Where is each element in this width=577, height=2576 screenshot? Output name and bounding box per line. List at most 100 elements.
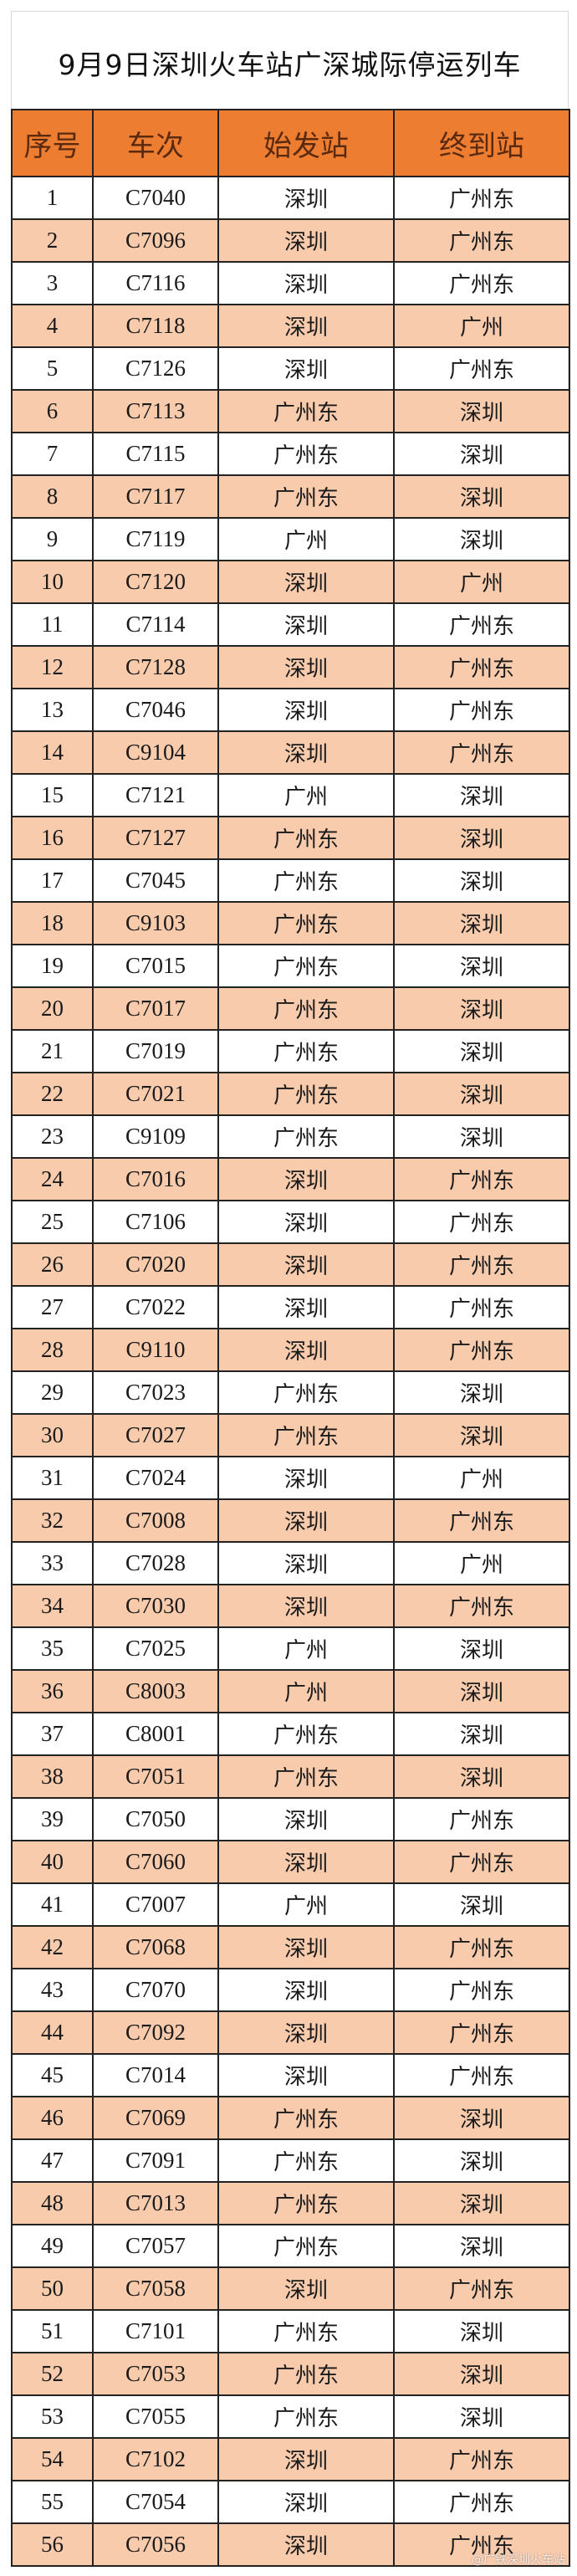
cell-origin-station: 深圳	[217, 346, 395, 391]
table-row: 12 C7128 深圳 广州东	[11, 645, 570, 689]
cell-index: 36	[11, 1669, 94, 1713]
table-row: 8 C7117 广州东 深圳	[11, 474, 570, 519]
cell-train-number: C7022	[92, 1285, 219, 1329]
cell-index: 6	[11, 389, 94, 433]
cell-index: 37	[11, 1712, 94, 1756]
cell-index: 56	[11, 2522, 94, 2567]
cell-train-number: C7106	[92, 1200, 219, 1244]
cell-train-number: C7057	[92, 2224, 219, 2268]
table-row: 47 C7091 广州东 深圳	[11, 2138, 570, 2183]
table-row: 25 C7106 深圳 广州东	[11, 1200, 570, 1244]
cell-origin-station: 深圳	[217, 1925, 395, 1969]
cell-origin-station: 广州东	[217, 1114, 395, 1159]
cell-terminal-station: 广州东	[393, 176, 570, 220]
cell-index: 52	[11, 2352, 94, 2396]
cell-index: 20	[11, 986, 94, 1031]
cell-origin-station: 广州东	[217, 2096, 395, 2140]
cell-index: 5	[11, 346, 94, 391]
cell-terminal-station: 广州东	[393, 1328, 570, 1372]
cell-train-number: C9104	[92, 730, 219, 775]
cell-terminal-station: 广州东	[393, 261, 570, 305]
cell-index: 51	[11, 2309, 94, 2353]
table-row: 17 C7045 广州东 深圳	[11, 858, 570, 903]
cell-origin-station: 深圳	[217, 688, 395, 732]
cell-index: 1	[11, 176, 94, 220]
cell-terminal-station: 深圳	[393, 1072, 570, 1116]
table-row: 41 C7007 广州 深圳	[11, 1882, 570, 1927]
table-row: 7 C7115 广州东 深圳	[11, 432, 570, 476]
cell-origin-station: 广州东	[217, 2224, 395, 2268]
cell-train-number: C7118	[92, 304, 219, 348]
cell-origin-station: 广州东	[217, 858, 395, 903]
cell-train-number: C7128	[92, 645, 219, 689]
cell-index: 28	[11, 1328, 94, 1372]
table-row: 39 C7050 深圳 广州东	[11, 1797, 570, 1841]
table-row: 43 C7070 深圳 广州东	[11, 1968, 570, 2012]
table-row: 30 C7027 广州东 深圳	[11, 1413, 570, 1457]
cell-train-number: C9109	[92, 1114, 219, 1159]
cell-train-number: C7058	[92, 2266, 219, 2311]
table-row: 9 C7119 广州 深圳	[11, 517, 570, 561]
cell-index: 25	[11, 1200, 94, 1244]
table-row: 27 C7022 深圳 广州东	[11, 1285, 570, 1329]
cell-origin-station: 深圳	[217, 1328, 395, 1372]
cell-terminal-station: 深圳	[393, 432, 570, 476]
table-row: 49 C7057 广州东 深圳	[11, 2224, 570, 2268]
cell-index: 18	[11, 901, 94, 945]
cell-index: 41	[11, 1882, 94, 1927]
table-row: 32 C7008 深圳 广州东	[11, 1498, 570, 1543]
cell-origin-station: 广州东	[217, 2309, 395, 2353]
cell-train-number: C7040	[92, 176, 219, 220]
cell-terminal-station: 深圳	[393, 389, 570, 433]
table-row: 11 C7114 深圳 广州东	[11, 602, 570, 647]
cell-index: 47	[11, 2138, 94, 2183]
cell-terminal-station: 深圳	[393, 2352, 570, 2396]
table-row: 37 C8001 广州东 深圳	[11, 1712, 570, 1756]
cell-index: 16	[11, 816, 94, 860]
cell-origin-station: 广州	[217, 1669, 395, 1713]
cell-origin-station: 广州	[217, 1626, 395, 1671]
table-row: 21 C7019 广州东 深圳	[11, 1029, 570, 1073]
table-row: 33 C7028 深圳 广州	[11, 1541, 570, 1585]
suspended-trains-table: 序号 车次 始发站 终到站 1 C7040 深圳 广州东 2 C7096 深圳 广州东 3 C71…	[11, 109, 570, 2567]
cell-origin-station: 深圳	[217, 1157, 395, 1201]
cell-train-number: C7127	[92, 816, 219, 860]
cell-index: 38	[11, 1754, 94, 1799]
table-row: 42 C7068 深圳 广州东	[11, 1925, 570, 1969]
cell-terminal-station: 广州东	[393, 1925, 570, 1969]
cell-train-number: C7007	[92, 1882, 219, 1927]
cell-train-number: C7096	[92, 218, 219, 263]
cell-origin-station: 深圳	[217, 560, 395, 604]
table-row: 48 C7013 广州东 深圳	[11, 2181, 570, 2225]
cell-train-number: C7021	[92, 1072, 219, 1116]
table-row: 22 C7021 广州东 深圳	[11, 1072, 570, 1116]
table-row: 28 C9110 深圳 广州东	[11, 1328, 570, 1372]
table-row: 54 C7102 深圳 广州东	[11, 2437, 570, 2481]
cell-origin-station: 深圳	[217, 1968, 395, 2012]
cell-terminal-station: 广州东	[393, 730, 570, 775]
table-row: 31 C7024 深圳 广州	[11, 1456, 570, 1500]
cell-train-number: C7017	[92, 986, 219, 1031]
cell-origin-station: 广州东	[217, 816, 395, 860]
cell-index: 50	[11, 2266, 94, 2311]
cell-terminal-station: 广州东	[393, 645, 570, 689]
cell-train-number: C7060	[92, 1840, 219, 1884]
cell-origin-station: 广州东	[217, 1370, 395, 1415]
cell-origin-station: 深圳	[217, 2010, 395, 2055]
table-row: 38 C7051 广州东 深圳	[11, 1754, 570, 1799]
cell-train-number: C7019	[92, 1029, 219, 1073]
cell-origin-station: 广州东	[217, 432, 395, 476]
cell-index: 2	[11, 218, 94, 263]
table-row: 45 C7014 深圳 广州东	[11, 2053, 570, 2097]
table-row: 23 C9109 广州东 深圳	[11, 1114, 570, 1159]
cell-train-number: C7055	[92, 2394, 219, 2439]
cell-origin-station: 深圳	[217, 176, 395, 220]
header-origin-station: 始发站	[217, 109, 395, 177]
cell-index: 42	[11, 1925, 94, 1969]
table-row: 36 C8003 广州 深圳	[11, 1669, 570, 1713]
cell-origin-station: 深圳	[217, 2522, 395, 2567]
cell-train-number: C7126	[92, 346, 219, 391]
cell-terminal-station: 深圳	[393, 944, 570, 988]
cell-train-number: C7013	[92, 2181, 219, 2225]
cell-terminal-station: 广州东	[393, 688, 570, 732]
